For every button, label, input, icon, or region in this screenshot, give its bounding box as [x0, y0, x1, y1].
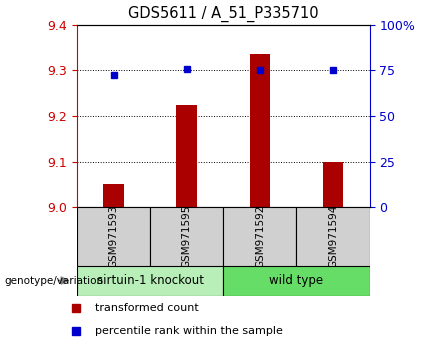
Text: transformed count: transformed count — [95, 303, 199, 314]
Bar — [77, 266, 224, 296]
Bar — [224, 266, 370, 296]
Bar — [323, 161, 343, 207]
Text: GSM971594: GSM971594 — [328, 205, 338, 268]
Text: genotype/variation: genotype/variation — [4, 275, 103, 286]
Bar — [176, 104, 197, 207]
Text: wild type: wild type — [269, 274, 323, 287]
Bar — [103, 184, 124, 207]
Text: sirtuin-1 knockout: sirtuin-1 knockout — [97, 274, 204, 287]
Bar — [224, 207, 297, 266]
Bar — [150, 207, 224, 266]
Text: GSM971592: GSM971592 — [255, 205, 265, 268]
Text: GSM971593: GSM971593 — [109, 205, 118, 268]
Bar — [297, 207, 370, 266]
Bar — [249, 55, 270, 207]
Title: GDS5611 / A_51_P335710: GDS5611 / A_51_P335710 — [128, 6, 319, 22]
Text: percentile rank within the sample: percentile rank within the sample — [95, 326, 283, 337]
Bar — [77, 207, 150, 266]
Text: GSM971595: GSM971595 — [182, 205, 192, 268]
